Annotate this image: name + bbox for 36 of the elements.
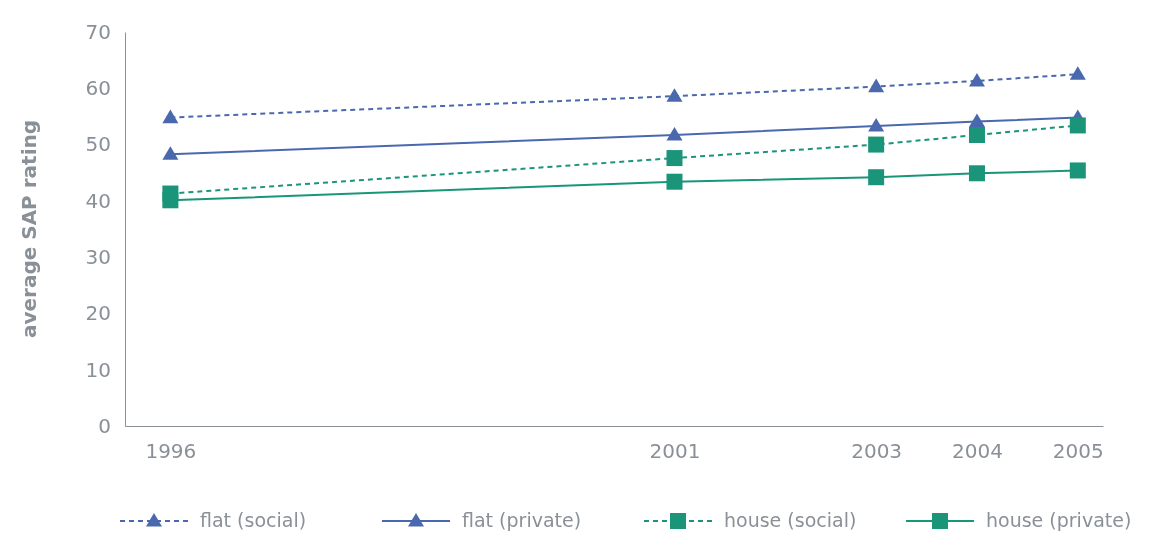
legend-label: flat (private) xyxy=(462,509,582,531)
y-tick-label: 20 xyxy=(85,301,111,326)
x-tick-label: 1996 xyxy=(145,439,197,464)
point xyxy=(666,150,683,167)
point xyxy=(1069,117,1086,134)
point xyxy=(968,127,985,143)
point xyxy=(968,113,985,128)
y-tick-label: 50 xyxy=(85,132,111,157)
y-axis-title: average SAP rating xyxy=(17,119,41,339)
y-tick-label: 70 xyxy=(85,19,111,44)
point xyxy=(162,109,179,124)
point xyxy=(666,127,683,141)
point xyxy=(162,192,179,209)
legend-label: house (private) xyxy=(986,509,1132,531)
y-tick-label: 0 xyxy=(98,413,111,438)
legend-label: flat (social) xyxy=(200,509,307,531)
point xyxy=(868,169,885,186)
point xyxy=(1069,162,1086,179)
y-tick-label: 30 xyxy=(85,245,111,270)
x-tick-label: 2005 xyxy=(1052,439,1104,464)
x-tick-label: 2001 xyxy=(649,439,701,464)
legend-label: house (social) xyxy=(724,509,857,531)
y-tick-label: 60 xyxy=(85,76,111,101)
x-tick-label: 2004 xyxy=(952,439,1003,464)
point xyxy=(968,165,985,182)
point xyxy=(1069,66,1086,80)
y-tick-label: 10 xyxy=(85,357,111,382)
x-tick-label: 2003 xyxy=(851,439,903,464)
point xyxy=(868,136,885,153)
y-tick-label: 40 xyxy=(85,188,111,213)
point xyxy=(868,118,885,132)
point xyxy=(968,72,985,87)
point xyxy=(162,146,179,160)
point xyxy=(666,88,683,102)
point xyxy=(868,78,885,93)
point xyxy=(666,173,683,190)
